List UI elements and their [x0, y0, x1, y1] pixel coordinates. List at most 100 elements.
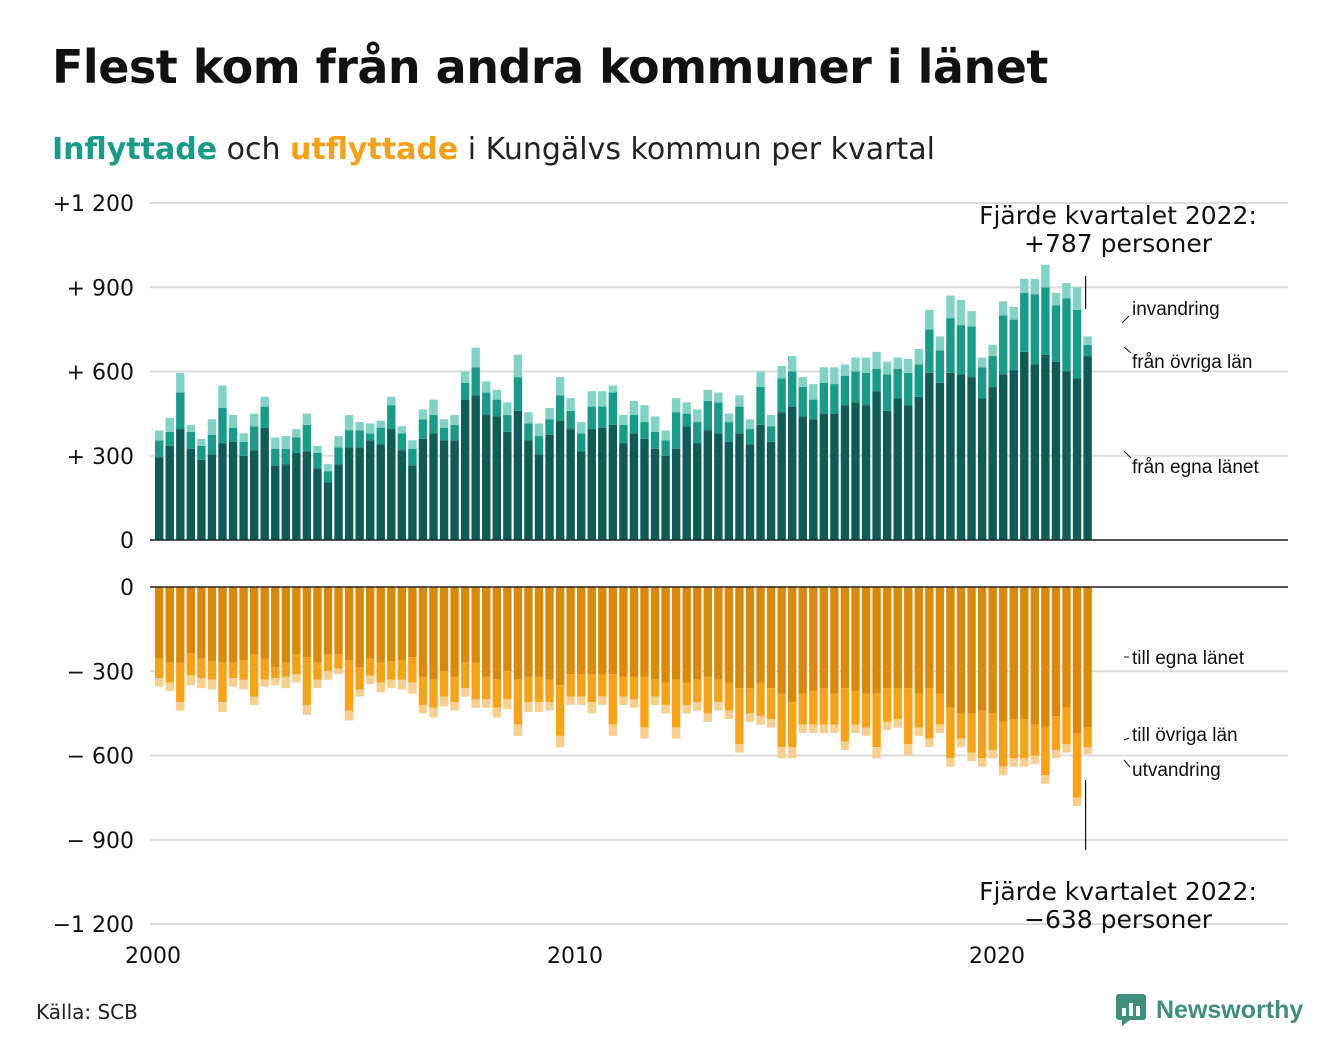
inflow-bar-segment [249, 426, 259, 451]
outflow-bar-segment [534, 702, 544, 712]
inflow-bar-segment [165, 431, 174, 446]
outflow-bar-segment [650, 679, 660, 697]
inflow-bar-segment [302, 424, 312, 452]
outflow-bar-segment [1051, 749, 1061, 759]
inflow-bar-segment [524, 412, 533, 424]
outflow-bar-segment [914, 693, 923, 728]
inflow-bar-segment [851, 357, 860, 372]
inflow-bar-segment [598, 427, 607, 540]
outflow-bar-segment [925, 688, 934, 739]
outflow-bar-segment [861, 727, 871, 736]
outflow-bar-segment [207, 679, 217, 690]
outflow-bar-segment [861, 693, 871, 728]
outflow-bar-segment [904, 688, 913, 745]
inflow-bar-segment [239, 455, 248, 540]
inflow-bar-segment [492, 416, 501, 540]
inflow-bar-segment [1030, 364, 1040, 540]
inflow-bar-segment [988, 386, 997, 540]
outflow-bar-segment [503, 699, 512, 710]
outflow-bar-segment [218, 587, 227, 663]
outflow-bar-segment [640, 727, 649, 739]
outflow-bar-segment [450, 676, 459, 703]
inflow-bar-segment [671, 398, 681, 413]
outflow-bar-segment [418, 676, 428, 705]
outflow-bar-segment [545, 587, 554, 680]
inflow-bar-segment [366, 440, 375, 540]
outflow-bar-segment [165, 662, 174, 683]
outflow-bar-segment [809, 690, 818, 725]
outflow-bar-segment [577, 587, 586, 675]
inflow-bar-segment [893, 357, 902, 369]
inflow-bar-segment [471, 367, 480, 396]
inflow-bar-segment [809, 419, 818, 540]
outflow-bar-segment [439, 587, 449, 672]
inflow-bar-segment [197, 445, 206, 460]
inflow-bar-segment [925, 309, 934, 330]
outflow-bar-segment [313, 662, 322, 680]
inflow-bar-segment [450, 415, 459, 425]
outflow-bar-segment [714, 587, 723, 680]
inflow-bar-segment [376, 444, 385, 540]
inflow-bar-segment [355, 422, 364, 431]
outflow-bar-segment [1020, 758, 1029, 767]
inflow-bar-segment [1051, 361, 1061, 540]
outflow-bar-segment [693, 702, 702, 711]
inflow-bar-segment [165, 417, 174, 432]
inflow-bar-segment [355, 447, 364, 540]
inflow-bar-segment [387, 396, 396, 406]
inflow-bar-segment [703, 430, 712, 540]
outflow-bar-segment [946, 707, 955, 759]
outflow-bar-segment [302, 657, 312, 705]
inflow-bar-segment [281, 436, 290, 449]
inflow-bar-segment [788, 371, 797, 407]
outflow-bar-segment [1083, 747, 1092, 755]
outflow-bar-segment [492, 679, 501, 708]
outflow-bar-segment [977, 710, 987, 759]
subtitle-inflyttade: Inflyttade [52, 132, 218, 167]
series-label: till egna länet [1132, 648, 1245, 669]
newsworthy-logo[interactable]: Newsworthy [1116, 994, 1303, 1026]
inflow-bar-segment [313, 468, 322, 540]
outflow-bar-segment [471, 699, 480, 708]
chart-title: Flest kom från andra kommuner i länet [52, 40, 1048, 94]
inflow-bar-segment [714, 402, 723, 434]
inflow-bar-segment [1051, 305, 1061, 362]
outflow-bar-segment [946, 587, 955, 708]
inflow-bar-segment [650, 416, 660, 432]
outflow-bar-segment [714, 679, 723, 703]
outflow-bar-segment [798, 724, 807, 734]
inflow-bar-segment [1062, 298, 1071, 372]
outflow-bar-segment [798, 587, 807, 694]
inflow-bar-segment [281, 448, 290, 465]
outflow-bar-segment [566, 674, 575, 697]
outflow-bar-segment [661, 682, 670, 705]
inflow-bar-segment [682, 402, 691, 414]
inflow-bar-segment [693, 422, 702, 444]
outflow-bar-segment [524, 702, 533, 712]
outflow-bar-segment [408, 657, 417, 683]
inflow-bar-segment [334, 436, 343, 448]
outflow-bar-segment [788, 702, 797, 748]
outflow-bar-segment [819, 724, 829, 734]
outflow-bar-segment [155, 678, 164, 687]
inflow-bar-segment [260, 396, 269, 407]
series-label: invandring [1132, 299, 1220, 320]
inflow-bar-segment [882, 410, 892, 540]
outflow-bar-segment [555, 685, 565, 736]
inflow-bar-segment [207, 454, 217, 540]
inflow-bar-segment [503, 415, 512, 432]
inflow-bar-segment [408, 448, 417, 466]
inflow-bar-segment [292, 452, 301, 540]
outflow-bar-segment [1062, 587, 1071, 708]
inflow-bar-segment [851, 402, 860, 540]
inflow-bar-segment [503, 402, 512, 416]
outflow-bar-segment [555, 735, 565, 748]
inflow-bar-segment [724, 422, 734, 442]
inflow-bar-segment [872, 368, 881, 392]
inflow-bar-segment [344, 430, 354, 448]
axes [150, 276, 1288, 850]
inflow-bar-segment [735, 406, 744, 434]
outflow-bar-segment [334, 654, 343, 669]
inflow-bar-segment [724, 413, 734, 423]
inflow-bar-segment [830, 413, 839, 540]
